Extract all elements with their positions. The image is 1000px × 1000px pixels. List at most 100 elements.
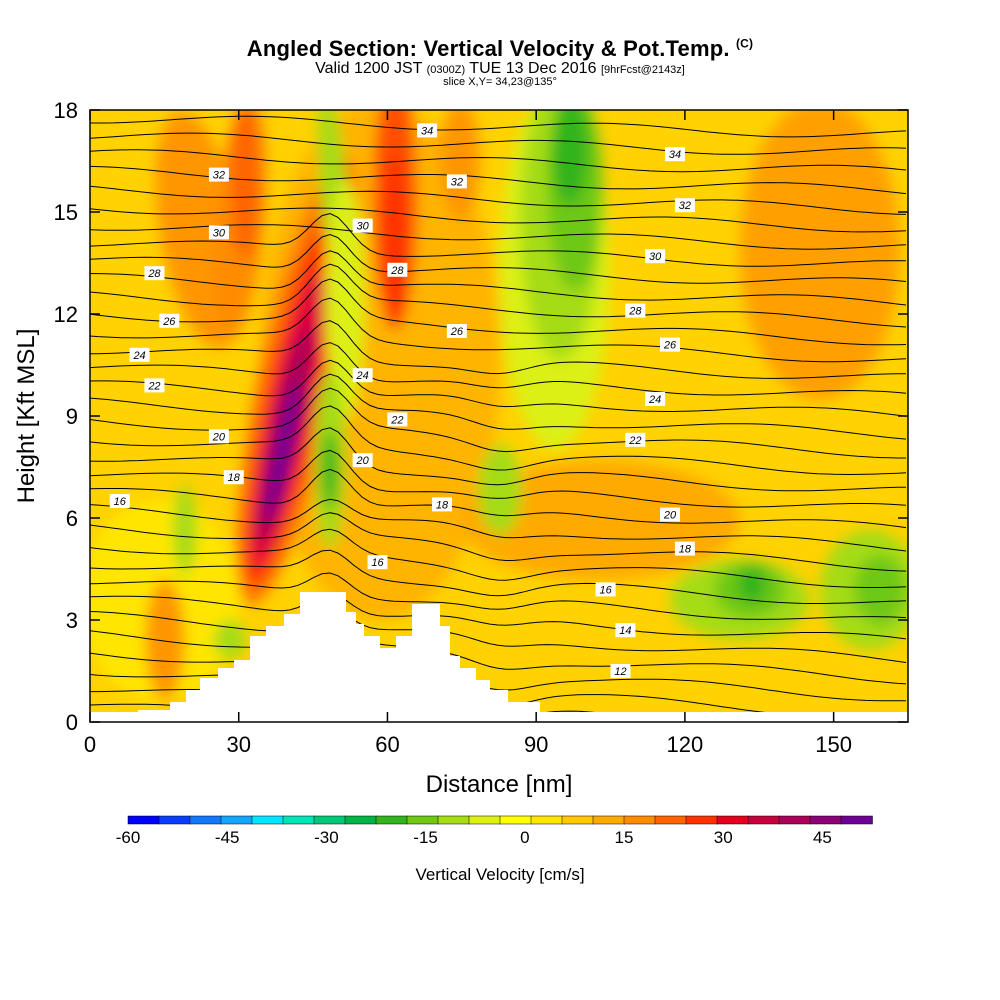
velocity-blob: [440, 110, 480, 220]
contour-label: 20: [212, 431, 226, 443]
x-tick-label: 90: [524, 732, 548, 757]
colorbar-tick-label: -60: [116, 828, 141, 847]
isentrope-line: [90, 207, 907, 233]
contour-label-box: [446, 174, 467, 189]
y-tick-label: 3: [66, 608, 78, 633]
contour-label-box: [129, 347, 150, 362]
contour-label-box: [660, 337, 681, 352]
contour-label-box: [625, 432, 646, 447]
isentrope-line: [90, 468, 907, 529]
y-tick-label: 0: [66, 710, 78, 735]
contour-label-box: [208, 225, 229, 240]
isentrope-line: [90, 572, 907, 620]
velocity-field: [90, 110, 908, 712]
isentrope-line: [90, 297, 907, 363]
colorbar-swatch: [344, 815, 377, 825]
isentrope-line: [90, 652, 907, 702]
colorbar-tick-label: -45: [215, 828, 240, 847]
contour-label-box: [664, 147, 685, 162]
isentrope-line: [90, 212, 907, 267]
colorbar-swatch: [313, 815, 346, 825]
contour-label: 26: [663, 340, 677, 352]
contour-label: 30: [213, 227, 226, 239]
colorbar-tick-label: -30: [314, 828, 339, 847]
isentrope-line: [90, 250, 907, 306]
colorbar-swatch: [840, 815, 873, 825]
colorbar-swatch: [716, 815, 749, 825]
velocity-blob: [552, 110, 588, 205]
contour-label: 16: [599, 584, 612, 596]
contour-label: 32: [679, 200, 691, 212]
colorbar-swatch: [437, 815, 470, 825]
isentrope-line: [90, 592, 907, 640]
velocity-blob: [322, 430, 338, 510]
contour-label-box: [674, 198, 695, 213]
colorbar-swatch: [561, 815, 594, 825]
contour-label-box: [144, 378, 165, 393]
x-tick-label: 120: [667, 732, 704, 757]
isentrope-line: [90, 132, 907, 155]
velocity-blob: [854, 555, 906, 625]
velocity-blob: [740, 110, 900, 400]
contour-label: 26: [162, 316, 176, 328]
contour-label-box: [387, 262, 408, 277]
contour-label: 28: [628, 306, 642, 318]
velocity-blob: [478, 445, 522, 535]
colorbar-swatch: [406, 815, 439, 825]
contour-label: 24: [356, 370, 369, 382]
contour-label: 20: [356, 455, 370, 467]
colorbar-swatch: [220, 815, 253, 825]
contour-label-box: [208, 167, 229, 182]
contour-label: 24: [132, 350, 145, 362]
isentrope-line: [90, 320, 906, 379]
isentrope-line: [90, 224, 907, 250]
colorbar-swatch: [654, 815, 687, 825]
contour-label: 28: [147, 268, 161, 280]
contour-label: 22: [147, 380, 160, 392]
isentrope-line: [90, 608, 907, 663]
isentrope-line: [90, 498, 907, 552]
y-tick-label: 15: [54, 200, 78, 225]
contour-label-box: [595, 582, 616, 597]
contour-label-box: [645, 392, 666, 406]
contour-label: 32: [213, 170, 225, 182]
contour-label: 28: [390, 265, 404, 277]
contour-label-box: [352, 368, 373, 383]
colorbar-tick-label: 30: [714, 828, 733, 847]
y-tick-label: 18: [54, 98, 78, 123]
isentrope-line: [90, 263, 907, 328]
contour-label-box: [144, 266, 165, 281]
x-tick-label: 0: [84, 732, 96, 757]
contour-label-box: [610, 664, 631, 678]
colorbar-swatch: [499, 815, 532, 825]
contour-label-box: [446, 324, 467, 338]
y-tick-label: 6: [66, 506, 78, 531]
contour-label: 24: [648, 394, 661, 406]
colorbar-swatch: [747, 815, 780, 825]
contour-label-box: [208, 429, 229, 444]
colorbar-tick-label: 0: [520, 828, 529, 847]
velocity-blob: [231, 110, 259, 260]
chart-subtitle: Valid 1200 JST (0300Z) TUE 13 Dec 2016 […: [315, 60, 685, 77]
contour-label: 20: [663, 510, 677, 522]
contour-label: 22: [390, 414, 403, 426]
colorbar-swatch: [251, 815, 284, 825]
contour-label: 16: [114, 496, 127, 508]
contour-label-box: [223, 470, 244, 485]
velocity-blob: [738, 567, 766, 603]
contour-label: 32: [451, 176, 463, 188]
colorbar-swatch: [468, 815, 501, 825]
contour-label: 30: [649, 251, 662, 263]
colorbar-tick-label: 15: [615, 828, 634, 847]
colorbar-swatch: [158, 815, 191, 825]
x-axis-title: Distance [nm]: [426, 771, 573, 798]
contour-label-box: [625, 303, 646, 318]
contour-label: 34: [669, 149, 681, 161]
colorbar-swatch: [685, 815, 718, 825]
colorbar-swatch: [809, 815, 842, 825]
isentrope-line: [90, 233, 907, 284]
isentrope-line: [90, 405, 907, 476]
velocity-blob: [145, 580, 185, 700]
contour-label: 30: [357, 221, 370, 233]
